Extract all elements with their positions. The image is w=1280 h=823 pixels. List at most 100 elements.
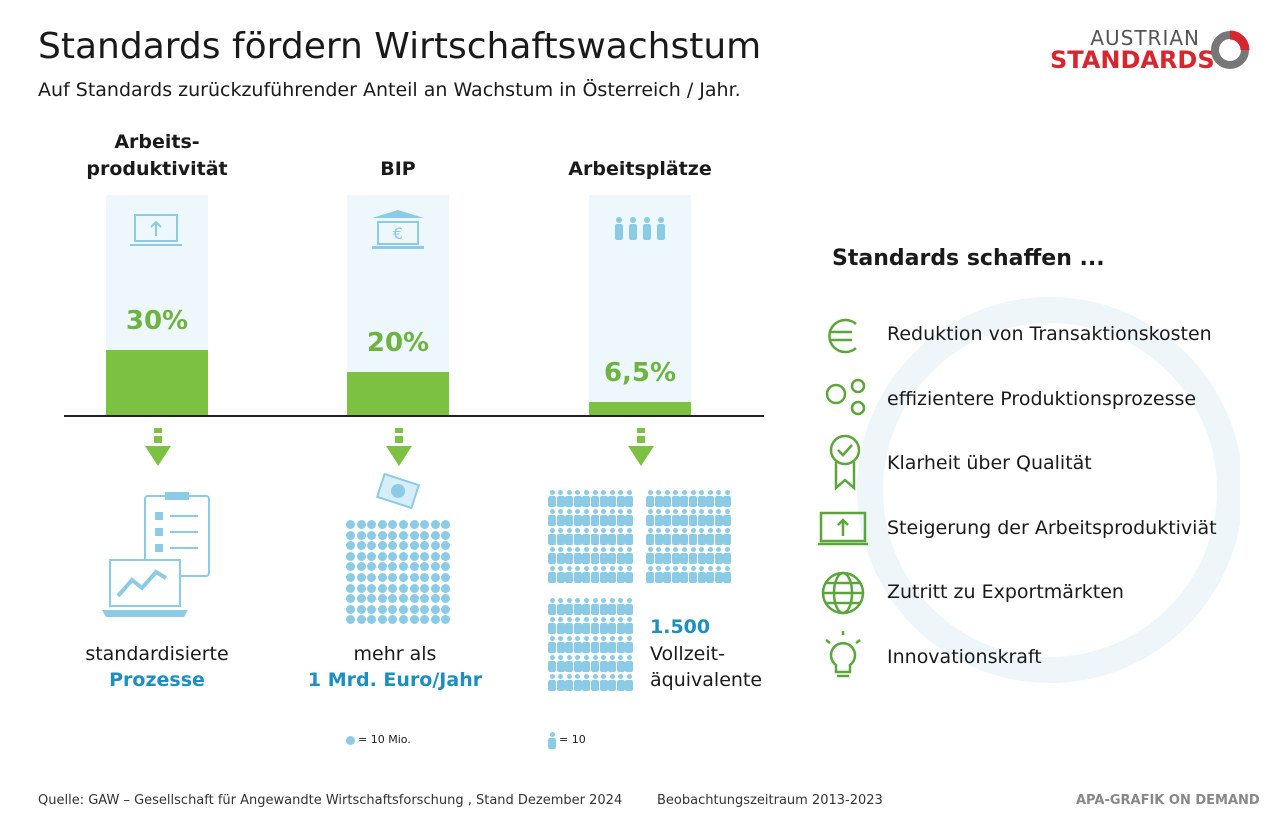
dot — [441, 583, 451, 593]
person — [724, 566, 730, 571]
person — [689, 515, 697, 526]
person — [690, 566, 696, 571]
person — [625, 623, 634, 634]
person — [673, 566, 679, 571]
person — [575, 528, 581, 533]
person — [646, 515, 654, 526]
person — [646, 553, 654, 564]
person — [616, 553, 625, 564]
benefit-item: Steigerung der Arbeitsproduktiviät — [887, 516, 1217, 539]
person — [592, 636, 598, 641]
person — [697, 572, 706, 583]
person — [591, 623, 599, 634]
person — [549, 598, 555, 603]
person — [690, 547, 696, 552]
person — [618, 655, 624, 660]
person — [549, 509, 555, 514]
dot — [388, 604, 398, 614]
person — [697, 515, 706, 526]
dot — [420, 583, 430, 593]
person — [626, 655, 632, 660]
person — [724, 490, 730, 495]
person — [697, 553, 706, 564]
person — [654, 496, 663, 507]
person — [680, 496, 689, 507]
person — [663, 515, 672, 526]
person — [608, 553, 617, 564]
dot — [367, 583, 377, 593]
dot — [367, 594, 377, 604]
period: Beobachtungszeitraum 2013-2023 — [657, 793, 883, 808]
person — [573, 680, 582, 691]
person — [549, 636, 555, 641]
person — [680, 515, 689, 526]
person — [689, 572, 697, 583]
person — [556, 680, 565, 691]
person — [609, 598, 615, 603]
person — [680, 553, 689, 564]
dot — [409, 604, 419, 614]
person — [575, 598, 581, 603]
person — [609, 655, 615, 660]
person — [558, 528, 564, 533]
person — [599, 496, 608, 507]
person — [556, 496, 565, 507]
person — [573, 623, 582, 634]
dot — [356, 573, 366, 582]
dot — [420, 520, 430, 529]
bg-circle — [857, 297, 1240, 683]
dot — [377, 594, 387, 604]
dot — [356, 520, 366, 529]
person — [707, 547, 713, 552]
dot — [377, 541, 387, 551]
person — [724, 509, 730, 514]
dot — [346, 562, 355, 572]
person — [583, 490, 589, 495]
person — [656, 490, 662, 495]
person — [716, 547, 722, 552]
person — [616, 515, 625, 526]
person — [690, 528, 696, 533]
person — [601, 655, 607, 660]
person — [566, 617, 572, 622]
person — [575, 490, 581, 495]
person — [601, 509, 607, 514]
person — [681, 547, 687, 552]
person — [706, 572, 715, 583]
person — [673, 528, 679, 533]
dot — [399, 583, 408, 593]
dot — [420, 573, 430, 582]
person — [647, 528, 653, 533]
dot — [409, 541, 419, 551]
effect-text: Vollzeit- äquivalente — [650, 643, 763, 691]
dot — [388, 594, 398, 604]
person — [618, 490, 624, 495]
dot — [409, 520, 419, 529]
person — [664, 528, 670, 533]
person — [647, 490, 653, 495]
dot — [420, 530, 430, 540]
person — [549, 528, 555, 533]
dot — [346, 583, 355, 593]
dot — [441, 562, 451, 572]
dot — [409, 530, 419, 540]
dot — [441, 594, 451, 604]
person — [591, 572, 599, 583]
person — [582, 572, 591, 583]
person — [706, 515, 715, 526]
person — [573, 515, 582, 526]
person — [565, 623, 574, 634]
person — [723, 496, 732, 507]
person — [716, 566, 722, 571]
person — [663, 553, 672, 564]
person — [565, 680, 574, 691]
person — [582, 496, 591, 507]
dot — [420, 541, 430, 551]
dot — [430, 520, 440, 529]
person — [566, 636, 572, 641]
person — [592, 674, 598, 679]
dot — [388, 573, 398, 582]
person — [723, 534, 732, 545]
person — [565, 515, 574, 526]
person — [618, 636, 624, 641]
